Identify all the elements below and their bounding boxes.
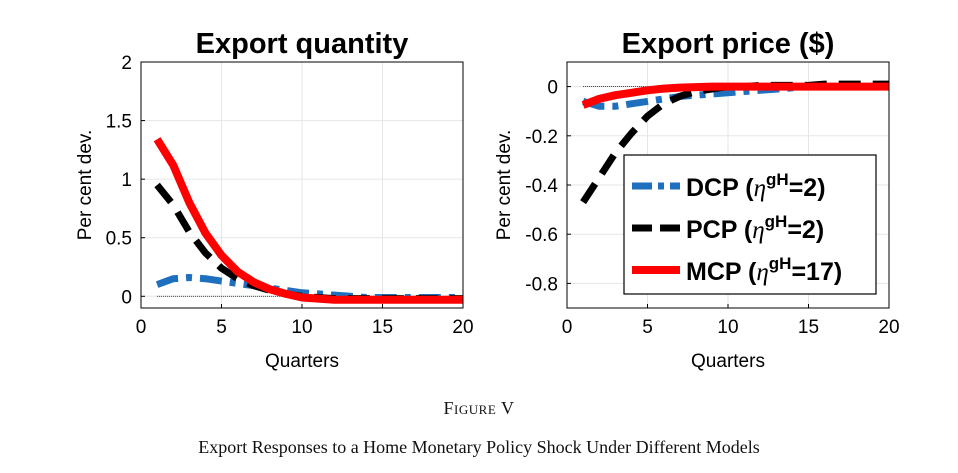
chart-export-quantity: 0 5 10 15 20 0 0.5 1 1.5 2 Export quantity Quarte…	[75, 28, 474, 372]
x-tick-label: 0	[136, 317, 147, 338]
legend-label-pcp: PCP (ηgH=2)	[686, 212, 824, 244]
series-line-mcp	[153, 137, 463, 304]
x-tick-label: 15	[798, 317, 819, 338]
series-line-pcp	[154, 182, 463, 303]
x-tick-label: 10	[717, 317, 738, 338]
series-group	[153, 137, 463, 304]
y-tick-label: -0.4	[525, 176, 558, 197]
legend: DCP (ηgH=2) PCP (ηgH=2) MCP (ηgH=17)	[623, 154, 877, 295]
legend-label-mcp: MCP (ηgH=17)	[686, 254, 842, 286]
y-tick-label: 1	[121, 170, 132, 191]
y-tick-label: 0	[121, 287, 132, 308]
y-axis-label: Per cent dev.	[75, 130, 96, 241]
series-line-mcp	[581, 82, 889, 109]
x-tick-label: 5	[216, 317, 227, 338]
x-tick-label: 20	[452, 317, 473, 338]
figure-label: Figure V	[443, 398, 515, 418]
x-axis-label: Quarters	[691, 351, 765, 372]
figure-caption: Export Responses to a Home Monetary Poli…	[198, 437, 760, 457]
y-tick-label: 1.5	[106, 112, 132, 133]
y-tick-label: 0	[547, 78, 558, 99]
series-line-dcp	[155, 274, 463, 301]
x-axis-label: Quarters	[265, 351, 339, 372]
x-tick-label: 10	[291, 317, 312, 338]
x-tick-label: 5	[642, 317, 653, 338]
x-tick-label: 20	[878, 317, 899, 338]
series-line-pcp	[580, 80, 889, 205]
series-group	[580, 80, 889, 205]
ticks: 0 5 10 15 20 0 -0.2 -0.4 -0.6 -0.8	[525, 78, 899, 338]
y-tick-label: -0.6	[525, 225, 558, 246]
chart-export-price: 0 5 10 15 20 0 -0.2 -0.4 -0.6 -0.8 Export price (…	[494, 28, 900, 372]
y-tick-label: 2	[121, 53, 132, 74]
series-line-dcp	[582, 83, 889, 110]
chart-title: Export quantity	[196, 28, 409, 60]
legend-label-dcp: DCP (ηgH=2)	[686, 170, 826, 202]
ticks: 0 5 10 15 20 0 0.5 1 1.5 2	[106, 53, 474, 338]
y-tick-label: 0.5	[106, 229, 132, 250]
x-tick-label: 15	[372, 317, 393, 338]
y-axis-label: Per cent dev.	[494, 130, 515, 241]
x-tick-label: 0	[562, 317, 573, 338]
y-tick-label: -0.8	[525, 274, 558, 295]
chart-title: Export price ($)	[622, 28, 835, 60]
y-tick-label: -0.2	[525, 127, 558, 148]
